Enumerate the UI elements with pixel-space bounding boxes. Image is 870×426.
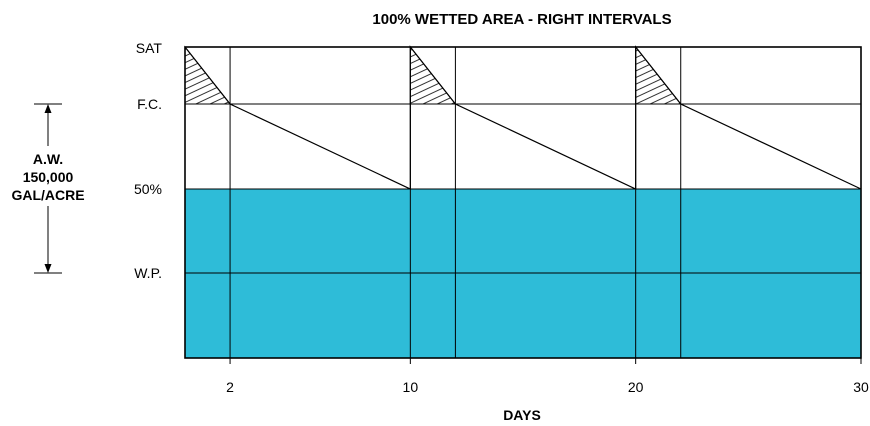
x-tick-label-20: 20 [628,379,644,395]
aw-label-line1: A.W. [33,151,63,167]
x-tick-labels: 2 10 20 30 [226,358,869,395]
x-tick-label-30: 30 [853,379,869,395]
y-label-fc: F.C. [137,96,162,112]
available-water-arrow [34,103,62,274]
y-label-sat: SAT [136,40,163,56]
x-tick-label-2: 2 [226,379,234,395]
plot-area [184,45,862,359]
x-tick-label-10: 10 [403,379,419,395]
y-label-50: 50% [134,181,162,197]
aw-label-line3: GAL/ACRE [11,187,84,203]
soil-moisture-line [184,45,862,190]
y-label-wp: W.P. [134,265,162,281]
x-axis-label: DAYS [503,407,541,423]
plot-frame [184,46,862,359]
chart-title: 100% WETTED AREA - RIGHT INTERVALS [372,11,671,28]
aw-label-line2: 150,000 [23,169,74,185]
level-gridlines [185,103,861,274]
